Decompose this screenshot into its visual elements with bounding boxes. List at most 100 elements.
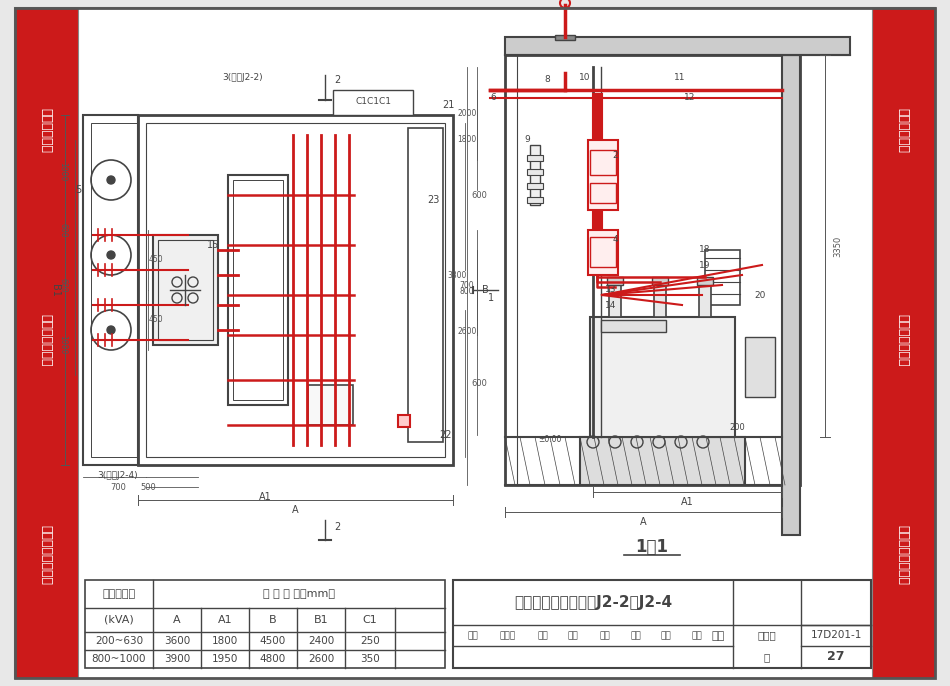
- Bar: [609, 282, 621, 317]
- Text: 6: 6: [490, 93, 496, 102]
- Bar: [153, 235, 218, 345]
- Text: 2: 2: [333, 522, 340, 532]
- Text: 8: 8: [544, 75, 550, 84]
- Text: C1: C1: [363, 615, 377, 625]
- Bar: [555, 35, 575, 40]
- Text: 昱昆: 昱昆: [712, 631, 725, 641]
- Bar: [505, 55, 800, 485]
- Text: (kVA): (kVA): [104, 615, 134, 625]
- Bar: [590, 150, 616, 175]
- Text: 22: 22: [439, 430, 451, 440]
- Text: 13: 13: [605, 285, 617, 294]
- Text: 土建设计任务图: 土建设计任务图: [40, 314, 52, 366]
- Text: 21: 21: [442, 100, 454, 110]
- Text: 1000: 1000: [59, 163, 67, 182]
- Text: 800: 800: [460, 287, 474, 296]
- Text: 600: 600: [471, 379, 487, 388]
- Bar: [527, 169, 543, 175]
- Text: 审定: 审定: [538, 632, 548, 641]
- Text: 变压器室电气布置图J2-2、J2-4: 变压器室电气布置图J2-2、J2-4: [514, 595, 672, 609]
- Bar: [607, 277, 623, 285]
- Text: 图集号: 图集号: [758, 630, 776, 640]
- Text: 变压器室布置: 变压器室布置: [897, 108, 909, 152]
- Text: B: B: [269, 615, 276, 625]
- Text: 200~630: 200~630: [95, 636, 143, 646]
- Text: 350: 350: [360, 654, 380, 664]
- Text: 7: 7: [550, 0, 556, 1]
- Bar: [590, 183, 616, 203]
- Text: 600: 600: [59, 278, 67, 292]
- Text: 3(方案J2-2): 3(方案J2-2): [222, 73, 263, 82]
- Bar: [654, 282, 666, 317]
- Text: 审定: 审定: [631, 632, 641, 641]
- Text: 17D201-1: 17D201-1: [810, 630, 862, 640]
- Bar: [588, 230, 618, 275]
- Bar: [408, 128, 443, 442]
- Bar: [505, 37, 850, 55]
- Bar: [872, 8, 935, 678]
- Text: 450: 450: [149, 316, 163, 324]
- Text: 700: 700: [110, 482, 126, 491]
- Bar: [78, 8, 872, 678]
- Text: B1: B1: [50, 283, 60, 296]
- Text: 23: 23: [427, 195, 439, 205]
- Text: A1: A1: [218, 615, 233, 625]
- Bar: [590, 237, 616, 267]
- Text: 19: 19: [699, 261, 711, 270]
- Text: 1: 1: [488, 293, 494, 303]
- Text: 3350: 3350: [833, 235, 843, 257]
- Text: ±0.00: ±0.00: [539, 436, 561, 445]
- Text: A: A: [173, 615, 180, 625]
- Text: 3800: 3800: [447, 272, 466, 281]
- Text: 2: 2: [612, 150, 618, 160]
- Circle shape: [107, 176, 115, 184]
- Text: B: B: [482, 285, 488, 295]
- Bar: [527, 197, 543, 203]
- Text: 200: 200: [730, 423, 745, 431]
- Text: 11: 11: [674, 73, 686, 82]
- Text: 变压器容量: 变压器容量: [103, 589, 136, 599]
- Text: 500: 500: [141, 482, 156, 491]
- Text: 常用设备构件安装: 常用设备构件安装: [40, 525, 52, 585]
- Text: 5: 5: [75, 185, 81, 195]
- Bar: [91, 123, 138, 457]
- Text: 20: 20: [754, 290, 766, 300]
- Bar: [527, 155, 543, 161]
- Bar: [590, 317, 735, 437]
- Text: 页: 页: [764, 652, 770, 662]
- Text: 土建设计任务图: 土建设计任务图: [897, 314, 909, 366]
- Bar: [15, 8, 78, 678]
- Text: 800~1000: 800~1000: [92, 654, 146, 664]
- Text: 审核: 审核: [467, 632, 479, 641]
- Text: 陈旭: 陈旭: [599, 632, 610, 641]
- Bar: [530, 145, 540, 205]
- Text: 推 荐 尺 寸（mm）: 推 荐 尺 寸（mm）: [263, 589, 335, 599]
- Text: B1: B1: [314, 615, 329, 625]
- Bar: [705, 250, 740, 305]
- Text: 1800: 1800: [457, 136, 477, 145]
- Text: 2600: 2600: [308, 654, 334, 664]
- Text: 15: 15: [207, 240, 219, 250]
- Text: 设计: 设计: [660, 632, 672, 641]
- Bar: [697, 277, 713, 285]
- Text: 14: 14: [605, 300, 617, 309]
- Circle shape: [107, 326, 115, 334]
- Text: 2400: 2400: [308, 636, 334, 646]
- Bar: [453, 580, 871, 668]
- Text: 3600: 3600: [163, 636, 190, 646]
- Text: 600: 600: [471, 191, 487, 200]
- Circle shape: [107, 251, 115, 259]
- Bar: [138, 115, 453, 465]
- Text: 4: 4: [612, 235, 618, 244]
- Text: 250: 250: [360, 636, 380, 646]
- Text: 2600: 2600: [457, 327, 477, 337]
- Text: 450: 450: [149, 255, 163, 265]
- Bar: [699, 282, 711, 317]
- Text: 1950: 1950: [212, 654, 238, 664]
- Bar: [85, 580, 445, 668]
- Bar: [146, 123, 445, 457]
- Bar: [158, 240, 213, 340]
- Bar: [652, 277, 668, 285]
- Text: 迪秋霞: 迪秋霞: [500, 632, 516, 641]
- Text: 700: 700: [460, 281, 474, 289]
